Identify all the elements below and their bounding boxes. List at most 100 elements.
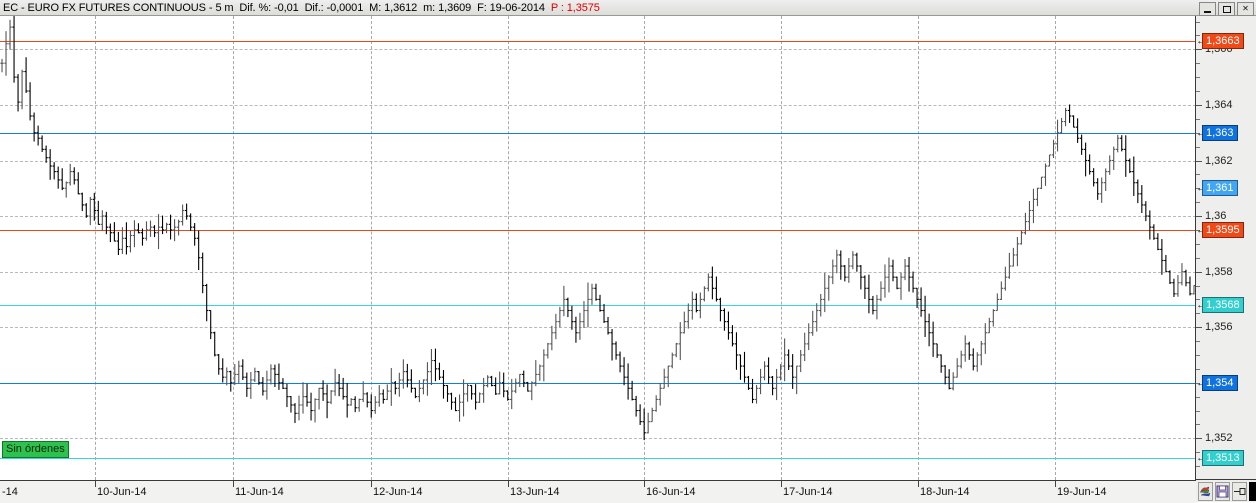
horizontal-gridline	[0, 438, 1195, 440]
price-axis-minor-tick	[1196, 466, 1200, 468]
vertical-gridline	[644, 16, 645, 480]
reference-line[interactable]	[0, 457, 1195, 459]
maximize-button[interactable]	[1218, 2, 1235, 16]
timeframe-label: 5 m	[215, 1, 234, 14]
price-axis-label: 1,364	[1205, 98, 1233, 111]
last-price-label: P :	[550, 1, 564, 14]
date-axis-label: 19-Jun-14	[1057, 486, 1107, 498]
price-level-badge[interactable]: 1,3595	[1202, 221, 1244, 238]
price-axis-minor-tick	[1196, 341, 1200, 343]
price-level-arrow-icon: ←	[1196, 377, 1207, 388]
price-level-badge[interactable]: 1,363	[1202, 124, 1238, 141]
price-axis-minor-tick	[1196, 188, 1200, 190]
last-price-value: 1,3575	[566, 1, 600, 14]
date-axis-label: 17-Jun-14	[783, 486, 833, 498]
price-axis[interactable]: 1,3661,3641,3621,361,3581,3561,352←1,366…	[1196, 16, 1256, 481]
date-axis[interactable]: -14 10-Jun-14 11-Jun-14 12-Jun-14 13-Jun-14 1…	[0, 480, 1196, 503]
window-controls: ✕	[1199, 2, 1254, 16]
price-axis-minor-tick	[1196, 35, 1200, 37]
date-axis-label: 11-Jun-14	[235, 486, 284, 498]
reference-line[interactable]	[0, 229, 1195, 231]
price-axis-tick	[1196, 271, 1202, 273]
price-axis-label: 1,352	[1205, 432, 1233, 445]
price-level-arrow-icon: ←	[1196, 452, 1207, 463]
price-axis-label: 1,358	[1205, 265, 1233, 278]
price-axis-tick	[1196, 216, 1202, 217]
vertical-gridline	[1055, 16, 1056, 480]
price-axis-label: 1,362	[1205, 154, 1233, 167]
min-value: 1,3609	[438, 1, 472, 14]
vertical-gridline	[918, 16, 919, 480]
price-plot[interactable]: Sin órdenes	[0, 16, 1196, 480]
reference-line[interactable]	[0, 41, 1195, 42]
pin-button[interactable]	[1232, 481, 1247, 501]
minimize-icon	[1204, 10, 1211, 13]
price-axis-minor-tick	[1196, 257, 1200, 259]
price-level-badge[interactable]: 1,361	[1202, 180, 1238, 197]
price-axis-minor-tick	[1196, 91, 1200, 92]
price-axis-minor-tick	[1196, 452, 1200, 454]
date-axis-label: 13-Jun-14	[510, 486, 560, 498]
price-axis-minor-tick	[1196, 299, 1200, 301]
price-axis-label: 1,36	[1205, 210, 1227, 222]
price-axis-minor-tick	[1196, 424, 1200, 426]
date-axis-tick	[233, 481, 234, 487]
no-orders-badge: Sin órdenes	[2, 440, 69, 458]
pin-icon	[1234, 487, 1246, 495]
price-axis-tick	[1196, 327, 1202, 329]
date-axis-tick	[371, 481, 372, 487]
max-value: 1,3612	[384, 1, 418, 14]
save-icon	[1216, 485, 1229, 497]
price-axis-minor-tick	[1196, 410, 1200, 412]
date-axis-tick	[918, 481, 919, 487]
vertical-gridline	[781, 16, 782, 480]
diff-value: -0,0001	[326, 1, 364, 14]
chart-title: EC - EURO FX FUTURES CONTINUOUS -5 m Dif.…	[3, 1, 600, 14]
price-axis-tick	[1196, 160, 1202, 162]
maximize-icon	[1222, 5, 1231, 13]
price-axis-tick	[1196, 104, 1202, 106]
date-axis-label: 18-Jun-14	[920, 486, 970, 498]
date-axis-label: -14	[2, 486, 18, 498]
color-palette-button[interactable]	[1198, 481, 1213, 501]
price-axis-minor-tick	[1196, 355, 1200, 356]
date-label: F:	[477, 1, 487, 14]
price-level-arrow-icon: ←	[1196, 300, 1207, 311]
color-palette-icon	[1199, 486, 1211, 496]
horizontal-gridline	[0, 216, 1195, 217]
price-level-badge[interactable]: 1,354	[1202, 374, 1238, 391]
price-axis-tick	[1196, 49, 1202, 51]
diff-pct-label: Dif. %:	[239, 1, 272, 14]
date-axis-tick	[95, 481, 96, 487]
price-level-badge[interactable]: 1,3663	[1202, 33, 1244, 49]
date-axis-label: 16-Jun-14	[646, 486, 696, 498]
minimize-button[interactable]	[1199, 2, 1216, 16]
price-axis-minor-tick	[1196, 313, 1200, 315]
vertical-gridline	[508, 16, 509, 480]
horizontal-gridline	[0, 327, 1195, 329]
price-axis-minor-tick	[1196, 382, 1200, 384]
price-level-arrow-icon: ←	[1196, 36, 1207, 47]
price-axis-minor-tick	[1196, 285, 1200, 287]
price-axis-minor-tick	[1196, 396, 1200, 398]
price-axis-minor-tick	[1196, 63, 1200, 65]
save-button[interactable]	[1215, 481, 1230, 501]
vertical-gridline	[371, 16, 372, 480]
price-axis-minor-tick	[1196, 146, 1200, 148]
date-axis-label: 12-Jun-14	[373, 486, 423, 498]
horizontal-gridline	[0, 271, 1195, 273]
chart-toolbar	[1196, 480, 1256, 502]
close-button[interactable]: ✕	[1237, 2, 1254, 16]
reference-line[interactable]	[0, 132, 1195, 134]
date-axis-tick	[1055, 481, 1056, 487]
date-axis-label: 10-Jun-14	[97, 486, 147, 498]
title-bar: EC - EURO FX FUTURES CONTINUOUS -5 m Dif.…	[0, 0, 1256, 16]
price-level-badge[interactable]: 1,3513	[1202, 449, 1244, 466]
price-axis-tick	[1196, 438, 1202, 440]
corner-filler	[1249, 481, 1256, 501]
reference-line[interactable]	[0, 382, 1195, 384]
reference-line[interactable]	[0, 305, 1195, 306]
price-axis-minor-tick	[1196, 229, 1200, 231]
price-level-badge[interactable]: 1,3568	[1202, 297, 1244, 313]
